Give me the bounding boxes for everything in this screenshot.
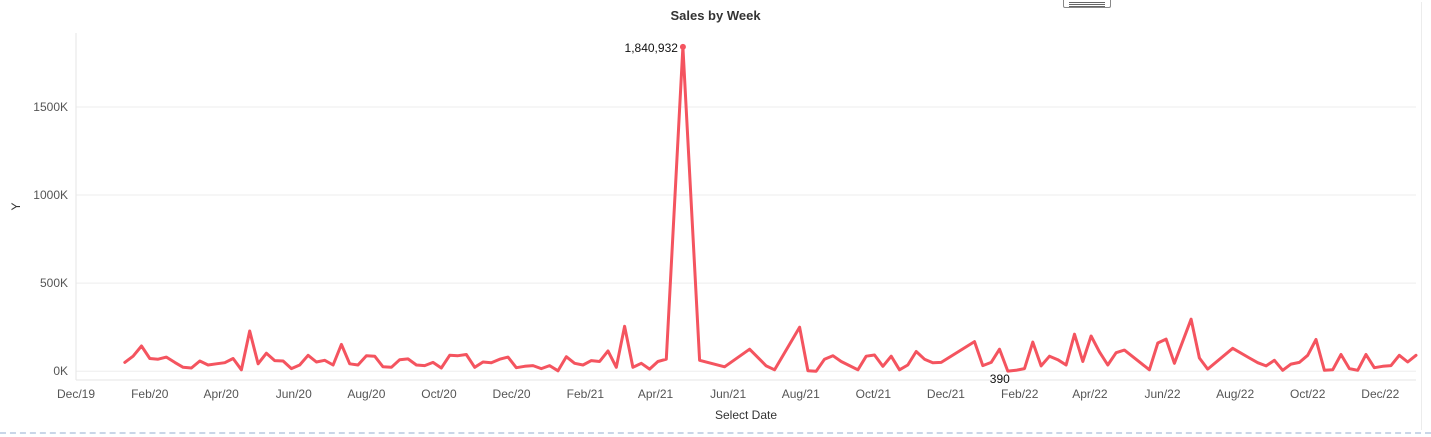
x-tick-label: Apr/22 (1072, 387, 1108, 401)
x-tick-label: Feb/21 (567, 387, 605, 401)
drag-handle[interactable] (1063, 0, 1111, 8)
chart-frame (2, 2, 1422, 430)
x-tick-label: Feb/20 (131, 387, 169, 401)
x-tick-label: Jun/20 (276, 387, 312, 401)
x-tick-label: Apr/21 (638, 387, 674, 401)
x-tick-label: Jun/21 (710, 387, 746, 401)
min-data-label: 390 (990, 372, 1010, 386)
peak-marker (679, 43, 686, 50)
x-axis-title: Select Date (715, 408, 777, 422)
y-axis-title: Y (9, 202, 23, 210)
y-tick-label: 1000K (33, 188, 68, 202)
x-tick-label: Oct/22 (1290, 387, 1326, 401)
x-tick-label: Oct/20 (421, 387, 457, 401)
drag-handle-line (1069, 4, 1105, 5)
x-tick-label: Apr/20 (204, 387, 240, 401)
y-tick-label: 1500K (33, 100, 68, 114)
x-tick-label: Aug/21 (782, 387, 820, 401)
peak-data-label: 1,840,932 (625, 41, 679, 55)
x-tick-label: Dec/21 (927, 387, 965, 401)
y-tick-label: 500K (40, 276, 68, 290)
x-tick-label: Oct/21 (856, 387, 892, 401)
series-line (123, 45, 1418, 373)
x-tick-label: Aug/20 (347, 387, 385, 401)
bottom-border (0, 432, 1431, 434)
x-tick-label: Dec/22 (1361, 387, 1399, 401)
x-tick-label: Jun/22 (1145, 387, 1181, 401)
x-tick-label: Dec/20 (493, 387, 531, 401)
y-tick-label: 0K (53, 364, 68, 378)
drag-handle-line (1069, 2, 1105, 3)
chart-title: Sales by Week (670, 8, 761, 23)
x-tick-label: Dec/19 (57, 387, 95, 401)
x-tick-label: Aug/22 (1216, 387, 1254, 401)
x-tick-label: Feb/22 (1001, 387, 1039, 401)
drag-handle-line (1069, 6, 1105, 7)
